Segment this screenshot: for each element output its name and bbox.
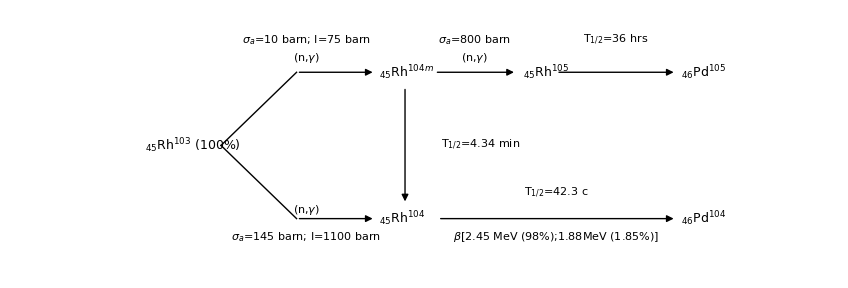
Text: $\sigma_a$=800 barn: $\sigma_a$=800 barn xyxy=(438,33,510,47)
Text: $_{46}$Pd$^{105}$: $_{46}$Pd$^{105}$ xyxy=(681,63,726,82)
Text: $_{45}$Rh$^{105}$: $_{45}$Rh$^{105}$ xyxy=(523,63,570,82)
Text: T$_{1/2}$=36 hrs: T$_{1/2}$=36 hrs xyxy=(583,33,648,47)
Text: (n,$\gamma$): (n,$\gamma$) xyxy=(293,203,320,217)
Text: $\sigma_a$=145 barn; I=1100 barn: $\sigma_a$=145 barn; I=1100 barn xyxy=(232,231,382,245)
Text: $_{45}$Rh$^{103}$ (100%): $_{45}$Rh$^{103}$ (100%) xyxy=(146,136,241,155)
Text: $_{45}$Rh$^{104}$: $_{45}$Rh$^{104}$ xyxy=(379,209,425,228)
Text: $_{45}$Rh$^{104m}$: $_{45}$Rh$^{104m}$ xyxy=(379,63,433,82)
Text: T$_{1/2}$=42.3 c: T$_{1/2}$=42.3 c xyxy=(524,186,589,200)
Text: (n,$\gamma$): (n,$\gamma$) xyxy=(460,51,488,65)
Text: $_{46}$Pd$^{104}$: $_{46}$Pd$^{104}$ xyxy=(681,209,727,228)
Text: $\beta$[2.45 MeV (98%);1.88MeV (1.85%)]: $\beta$[2.45 MeV (98%);1.88MeV (1.85%)] xyxy=(454,230,659,245)
Text: $\sigma_a$=10 barn; I=75 barn: $\sigma_a$=10 barn; I=75 barn xyxy=(242,33,371,47)
Text: T$_{1/2}$=4.34 min: T$_{1/2}$=4.34 min xyxy=(441,139,521,152)
Text: (n,$\gamma$): (n,$\gamma$) xyxy=(293,51,320,65)
